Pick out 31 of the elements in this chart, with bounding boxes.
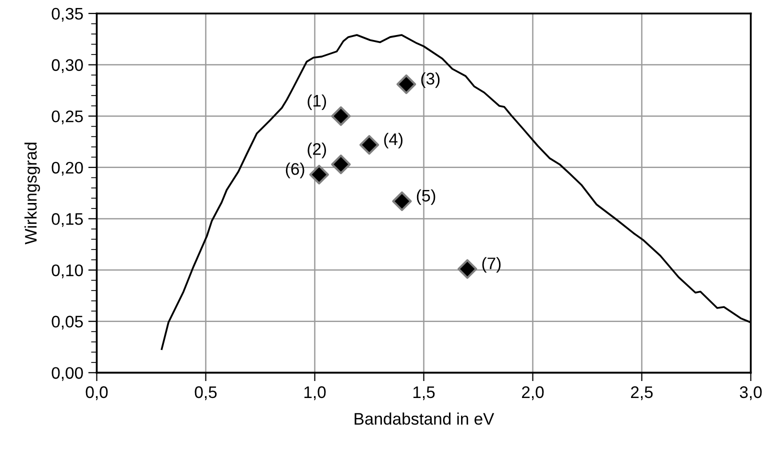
- x-tick-label: 0,5: [194, 386, 217, 400]
- point: [359, 135, 380, 155]
- y-tick-label: 0,00: [52, 367, 83, 381]
- point: [331, 106, 351, 126]
- y-tick-label: 0,20: [52, 162, 83, 176]
- annotation: (4): [384, 132, 402, 148]
- y-tick-label: 0,10: [52, 264, 83, 278]
- point: [392, 191, 412, 212]
- point: [309, 164, 329, 184]
- x-tick-label: 1,5: [413, 386, 435, 400]
- annotation: (6): [286, 162, 304, 178]
- annotation: (5): [416, 189, 436, 205]
- y-tick-label: 0,25: [52, 110, 83, 124]
- y-axis-title: Wirkungsgrad: [24, 142, 40, 244]
- point: [331, 154, 351, 174]
- y-tick-label: 0,05: [52, 316, 83, 330]
- annotation: (7): [482, 257, 501, 273]
- x-tick-label: 3,0: [740, 386, 762, 400]
- annotation: (2): [308, 142, 326, 158]
- y-tick-label: 0,15: [52, 213, 83, 227]
- point: [396, 74, 416, 94]
- x-tick-label: 0,0: [86, 386, 108, 400]
- annotation: (1): [308, 94, 326, 110]
- x-tick-label: 2,0: [522, 386, 544, 400]
- y-tick-label: 0,30: [52, 59, 83, 73]
- x-tick-label: 1,0: [304, 386, 326, 400]
- point: [458, 259, 478, 279]
- x-tick-label: 2,5: [631, 386, 653, 400]
- annotation: (3): [421, 72, 440, 88]
- y-tick-label: 0,35: [52, 8, 83, 22]
- x-axis-title: Bandabstand in eV: [354, 412, 494, 425]
